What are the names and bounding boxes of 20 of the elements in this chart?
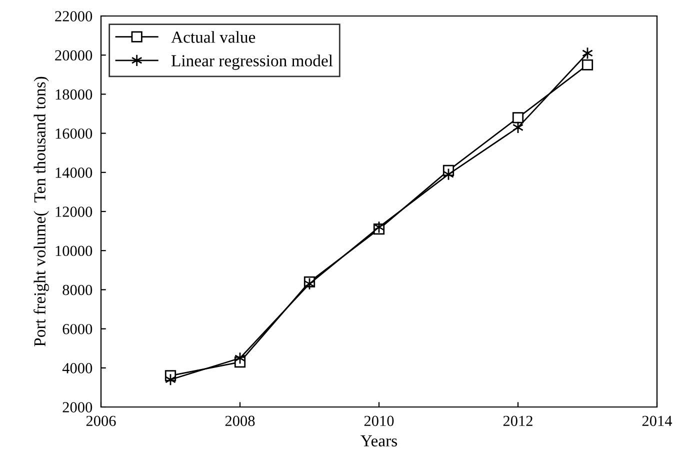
y-tick-label: 2000 (62, 402, 92, 412)
y-tick-label: 10000 (56, 246, 92, 256)
y-tick-label: 4000 (62, 363, 92, 374)
y-tick-label: 16000 (56, 128, 92, 139)
x-tick-label: 2010 (364, 416, 394, 426)
y-tick-label: 6000 (62, 324, 92, 334)
x-axis-title: Years (360, 435, 397, 446)
x-tick-label: 2014 (642, 416, 672, 426)
y-tick-label: 12000 (56, 206, 92, 217)
legend-label: Actual value (171, 31, 256, 43)
y-tick-label: 20000 (55, 50, 92, 61)
x-tick-label: 2006 (86, 416, 116, 426)
legend-label: Linear regression model (171, 54, 333, 70)
y-tick-label: 22000 (55, 11, 92, 22)
x-tick-label: 2012 (503, 416, 532, 426)
x-tick-label: 2008 (225, 416, 255, 426)
y-tick-label: 14000 (56, 168, 92, 178)
y-axis-title: Port freight volume( Ten thousand tons) (34, 76, 49, 346)
y-tick-label: 18000 (56, 89, 92, 100)
y-tick-label: 8000 (62, 284, 92, 296)
